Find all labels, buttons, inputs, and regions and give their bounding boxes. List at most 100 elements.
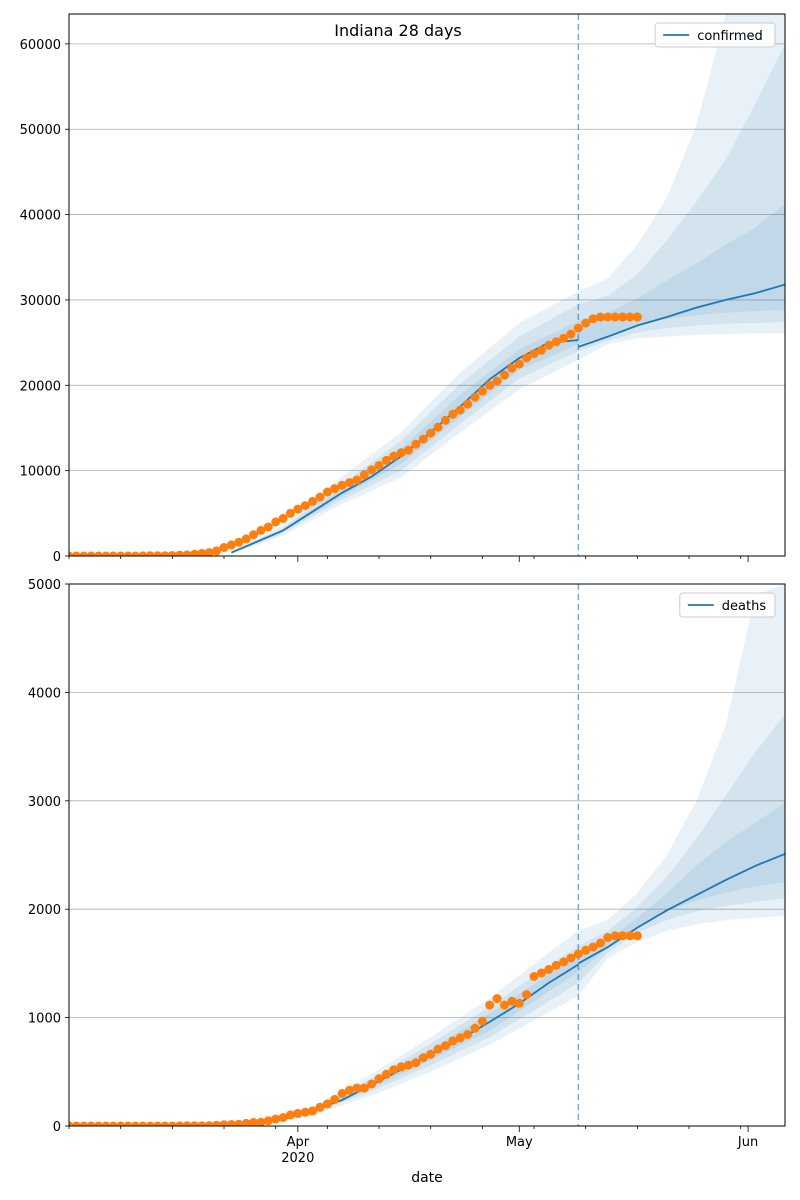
y-tick-label: 0: [53, 550, 61, 565]
observed-point: [330, 484, 340, 494]
observed-point: [529, 349, 539, 359]
observed-point: [153, 551, 163, 556]
observed-point: [411, 1058, 421, 1068]
observed-point: [536, 345, 546, 355]
chart-title: Indiana 28 days: [334, 21, 462, 40]
observed-point: [389, 451, 399, 461]
observed-point: [256, 1117, 266, 1126]
observed-point: [190, 1121, 199, 1126]
confirmed-panel: 0 10000 20000 30000 40000 50000 60000 confirmed: [20, 13, 786, 565]
observed-point: [596, 938, 605, 948]
legend: confirmed: [654, 22, 776, 48]
observed-point: [389, 1065, 399, 1075]
observed-point: [116, 1121, 126, 1126]
y-tick-label: 3000: [28, 795, 61, 810]
forecast-line: [578, 283, 785, 348]
observed-point: [308, 1106, 318, 1116]
observed-point: [226, 1120, 236, 1126]
observed-point: [507, 363, 517, 373]
observed-point: [123, 551, 133, 556]
y-tick-label: 60000: [20, 38, 61, 53]
observed-point: [145, 551, 155, 556]
y-tick-label: 1000: [28, 1012, 61, 1027]
observed-point: [285, 508, 295, 518]
observed-point: [536, 968, 546, 978]
y-tick-label: 2000: [28, 903, 61, 918]
observed-point: [618, 931, 628, 941]
observed-point: [596, 312, 605, 322]
observed-point: [337, 1089, 347, 1098]
observed-point: [441, 415, 450, 425]
confidence-band: [231, 43, 785, 554]
observed-point: [433, 1044, 443, 1054]
observed-point: [204, 548, 214, 556]
observed-point: [470, 1023, 480, 1033]
observed-point: [190, 549, 199, 556]
observed-point: [588, 314, 598, 324]
y-tick-label: 20000: [20, 379, 61, 394]
observed-point: [278, 513, 288, 523]
observed-point: [559, 333, 569, 343]
observed-point: [632, 312, 642, 322]
observed-point: [566, 953, 576, 963]
observed-point: [130, 551, 140, 556]
observed-point: [625, 312, 635, 322]
observed-point: [396, 448, 406, 458]
observed-point: [153, 1121, 163, 1126]
observed-point: [581, 318, 591, 328]
observed-point: [101, 551, 111, 556]
observed-point: [322, 1099, 332, 1109]
observed-point: [500, 1000, 509, 1010]
legend-box: [679, 592, 776, 618]
observed-point: [219, 1120, 229, 1126]
observed-point: [94, 1121, 103, 1126]
observed-point: [485, 1000, 495, 1010]
observed-point: [551, 960, 561, 970]
observed-point: [175, 1121, 185, 1126]
observed-point: [559, 957, 569, 967]
observed-point: [367, 1079, 377, 1089]
observed-point: [492, 376, 502, 386]
observed-point: [418, 1053, 428, 1063]
observed-point: [94, 551, 103, 556]
observed-point: [433, 422, 443, 432]
observed-point: [381, 1069, 391, 1079]
y-tick-label: 50000: [20, 123, 61, 138]
observed-point: [455, 405, 465, 415]
observed-point: [116, 551, 126, 556]
observed-point: [123, 1121, 133, 1126]
observed-point: [573, 323, 583, 333]
observed-point: [632, 931, 642, 941]
observed-point: [514, 998, 524, 1008]
legend-box: [654, 22, 776, 48]
observed-point: [337, 480, 347, 490]
observed-point: [477, 386, 487, 396]
observed-point: [514, 359, 524, 369]
observed-point: [71, 1121, 81, 1126]
observed-point: [426, 1049, 436, 1059]
observed-point: [249, 530, 258, 540]
x-tick-label: Apr: [287, 1135, 310, 1150]
y-tick-label: 40000: [20, 209, 61, 224]
observed-point: [610, 931, 620, 941]
observed-point: [374, 461, 384, 470]
observed-point: [219, 543, 229, 552]
y-tick-label: 10000: [20, 465, 61, 480]
y-tick-label: 4000: [28, 686, 61, 701]
observed-point: [463, 399, 473, 409]
observed-point: [544, 340, 554, 350]
observed-point: [470, 392, 480, 402]
observed-point: [330, 1094, 340, 1104]
observed-point: [108, 1121, 118, 1126]
observed-point: [381, 455, 391, 465]
observed-point: [507, 996, 517, 1006]
x-tick-label: May: [506, 1135, 533, 1150]
observed-point: [522, 990, 532, 1000]
observed-point: [588, 942, 598, 952]
observed-point: [610, 312, 620, 322]
observed-point: [411, 439, 421, 449]
observed-point: [315, 492, 325, 502]
observed-point: [404, 1060, 413, 1070]
